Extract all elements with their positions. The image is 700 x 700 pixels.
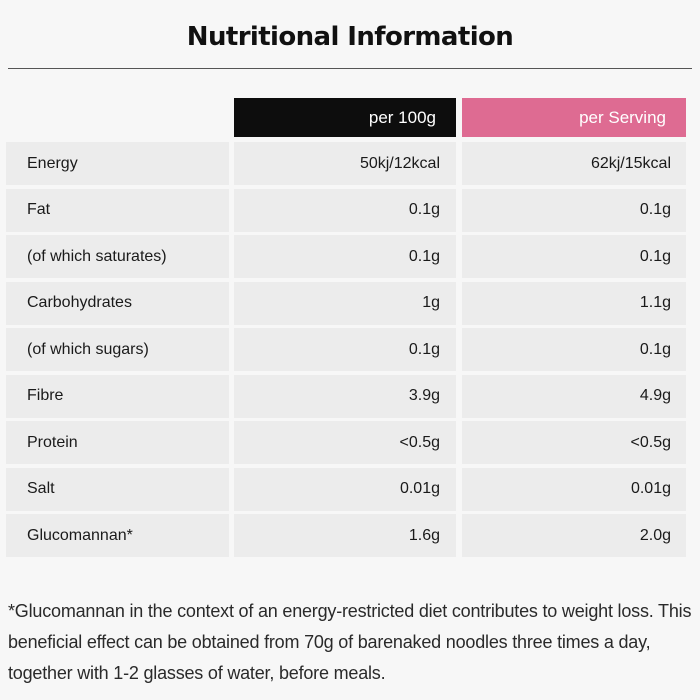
per-100g-value: 1g [234,281,456,325]
nutrient-label: (of which saturates) [6,235,229,278]
nutrient-label: Fibre [6,374,229,418]
column-header-per-serving: per Serving [462,98,686,137]
per-100g-value: 0.1g [234,235,456,278]
title-divider [8,68,692,69]
per-serving-value: 0.1g [462,188,686,232]
nutrient-label: (of which sugars) [6,328,229,371]
table-row: (of which sugars) 0.1g 0.1g [6,328,686,371]
nutrient-label: Fat [6,188,229,232]
per-100g-value: 1.6g [234,514,456,557]
nutrient-label: Energy [6,142,229,185]
column-header-per-100g: per 100g [234,98,456,137]
per-serving-value: 1.1g [462,281,686,325]
nutrient-label: Carbohydrates [6,281,229,325]
nutrition-table: Energy 50kj/12kcal 62kj/15kcal Fat 0.1g … [6,142,686,561]
nutrient-label: Salt [6,467,229,511]
table-row: Energy 50kj/12kcal 62kj/15kcal [6,142,686,185]
per-serving-value: 0.1g [462,328,686,371]
per-100g-value: 50kj/12kcal [234,142,456,185]
table-row: Protein <0.5g <0.5g [6,421,686,464]
nutrient-label: Glucomannan* [6,514,229,557]
per-100g-value: 0.1g [234,328,456,371]
table-row: Salt 0.01g 0.01g [6,467,686,511]
per-serving-value: 2.0g [462,514,686,557]
per-serving-value: 0.01g [462,467,686,511]
per-100g-value: 0.1g [234,188,456,232]
page-title: Nutritional Information [186,22,514,52]
table-row: Fat 0.1g 0.1g [6,188,686,232]
table-row: Fibre 3.9g 4.9g [6,374,686,418]
per-serving-value: 62kj/15kcal [462,142,686,185]
per-100g-value: 3.9g [234,374,456,418]
glucomannan-footnote: *Glucomannan in the context of an energy… [8,601,692,683]
table-row: (of which saturates) 0.1g 0.1g [6,235,686,278]
per-serving-value: <0.5g [462,421,686,464]
per-100g-value: 0.01g [234,467,456,511]
table-row: Carbohydrates 1g 1.1g [6,281,686,325]
per-100g-value: <0.5g [234,421,456,464]
nutrient-label: Protein [6,421,229,464]
per-serving-value: 0.1g [462,235,686,278]
table-row: Glucomannan* 1.6g 2.0g [6,514,686,557]
per-serving-value: 4.9g [462,374,686,418]
